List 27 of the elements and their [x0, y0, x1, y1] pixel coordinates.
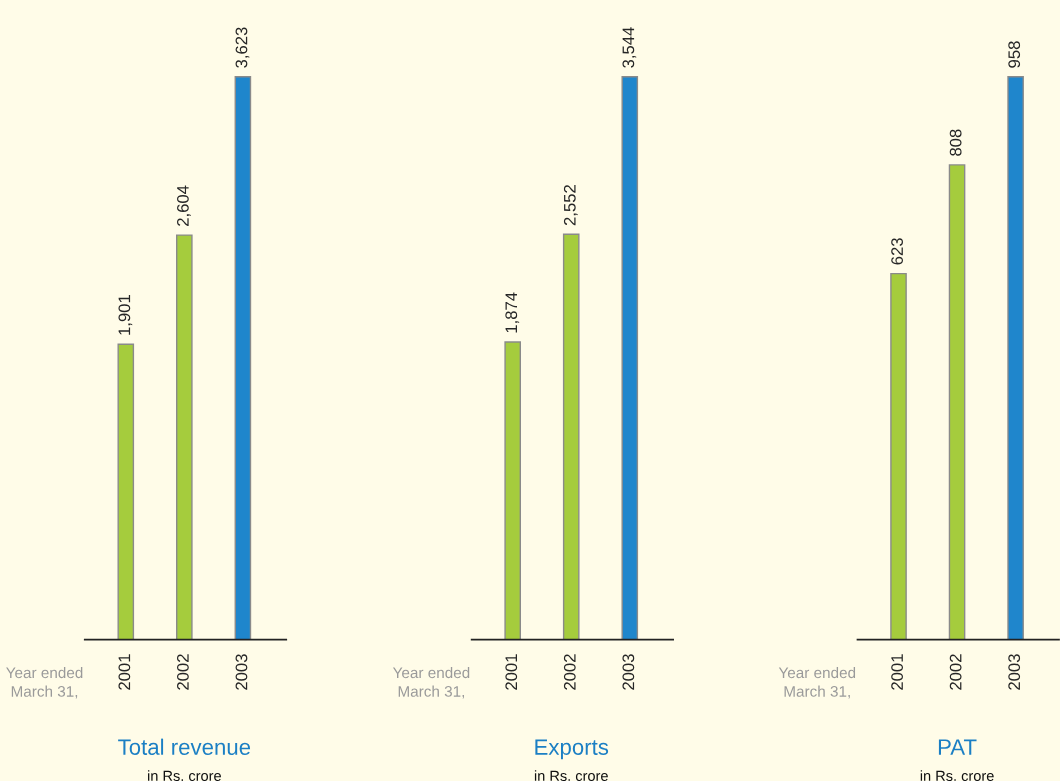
x-tick-label: 2001	[118, 654, 131, 690]
data-label: 808	[949, 129, 962, 156]
text: in Rs. crore	[534, 770, 608, 781]
data-label: 1,874	[505, 292, 520, 333]
x-tick-label: 2002	[563, 654, 576, 690]
data-label: 2,604	[177, 185, 191, 226]
x-tick-label: 2002	[949, 654, 962, 690]
text: Year ended March 31,	[6, 666, 83, 699]
x-tick-label: 2002	[177, 654, 189, 690]
text: Year ended March 31,	[392, 666, 470, 699]
text: Year ended March 31,	[778, 666, 856, 699]
data-label: 3,623	[235, 27, 250, 68]
text: Total revenue	[118, 738, 251, 755]
text: Exports	[535, 739, 609, 760]
data-label: 1,901	[118, 295, 133, 335]
data-label: 623	[891, 238, 903, 265]
text: in Rs. crore	[920, 770, 994, 781]
data-label: 3,544	[622, 27, 637, 68]
data-label: 2,552	[563, 185, 578, 226]
text: PAT	[938, 739, 977, 755]
x-tick-label: 2001	[891, 654, 903, 690]
data-label: 958	[1008, 41, 1021, 68]
text: in Rs. crore	[148, 770, 221, 781]
x-tick-label: 2001	[505, 654, 518, 690]
x-tick-label: 2003	[622, 654, 635, 690]
x-tick-label: 2003	[1008, 654, 1021, 690]
x-tick-label: 2003	[235, 654, 248, 690]
